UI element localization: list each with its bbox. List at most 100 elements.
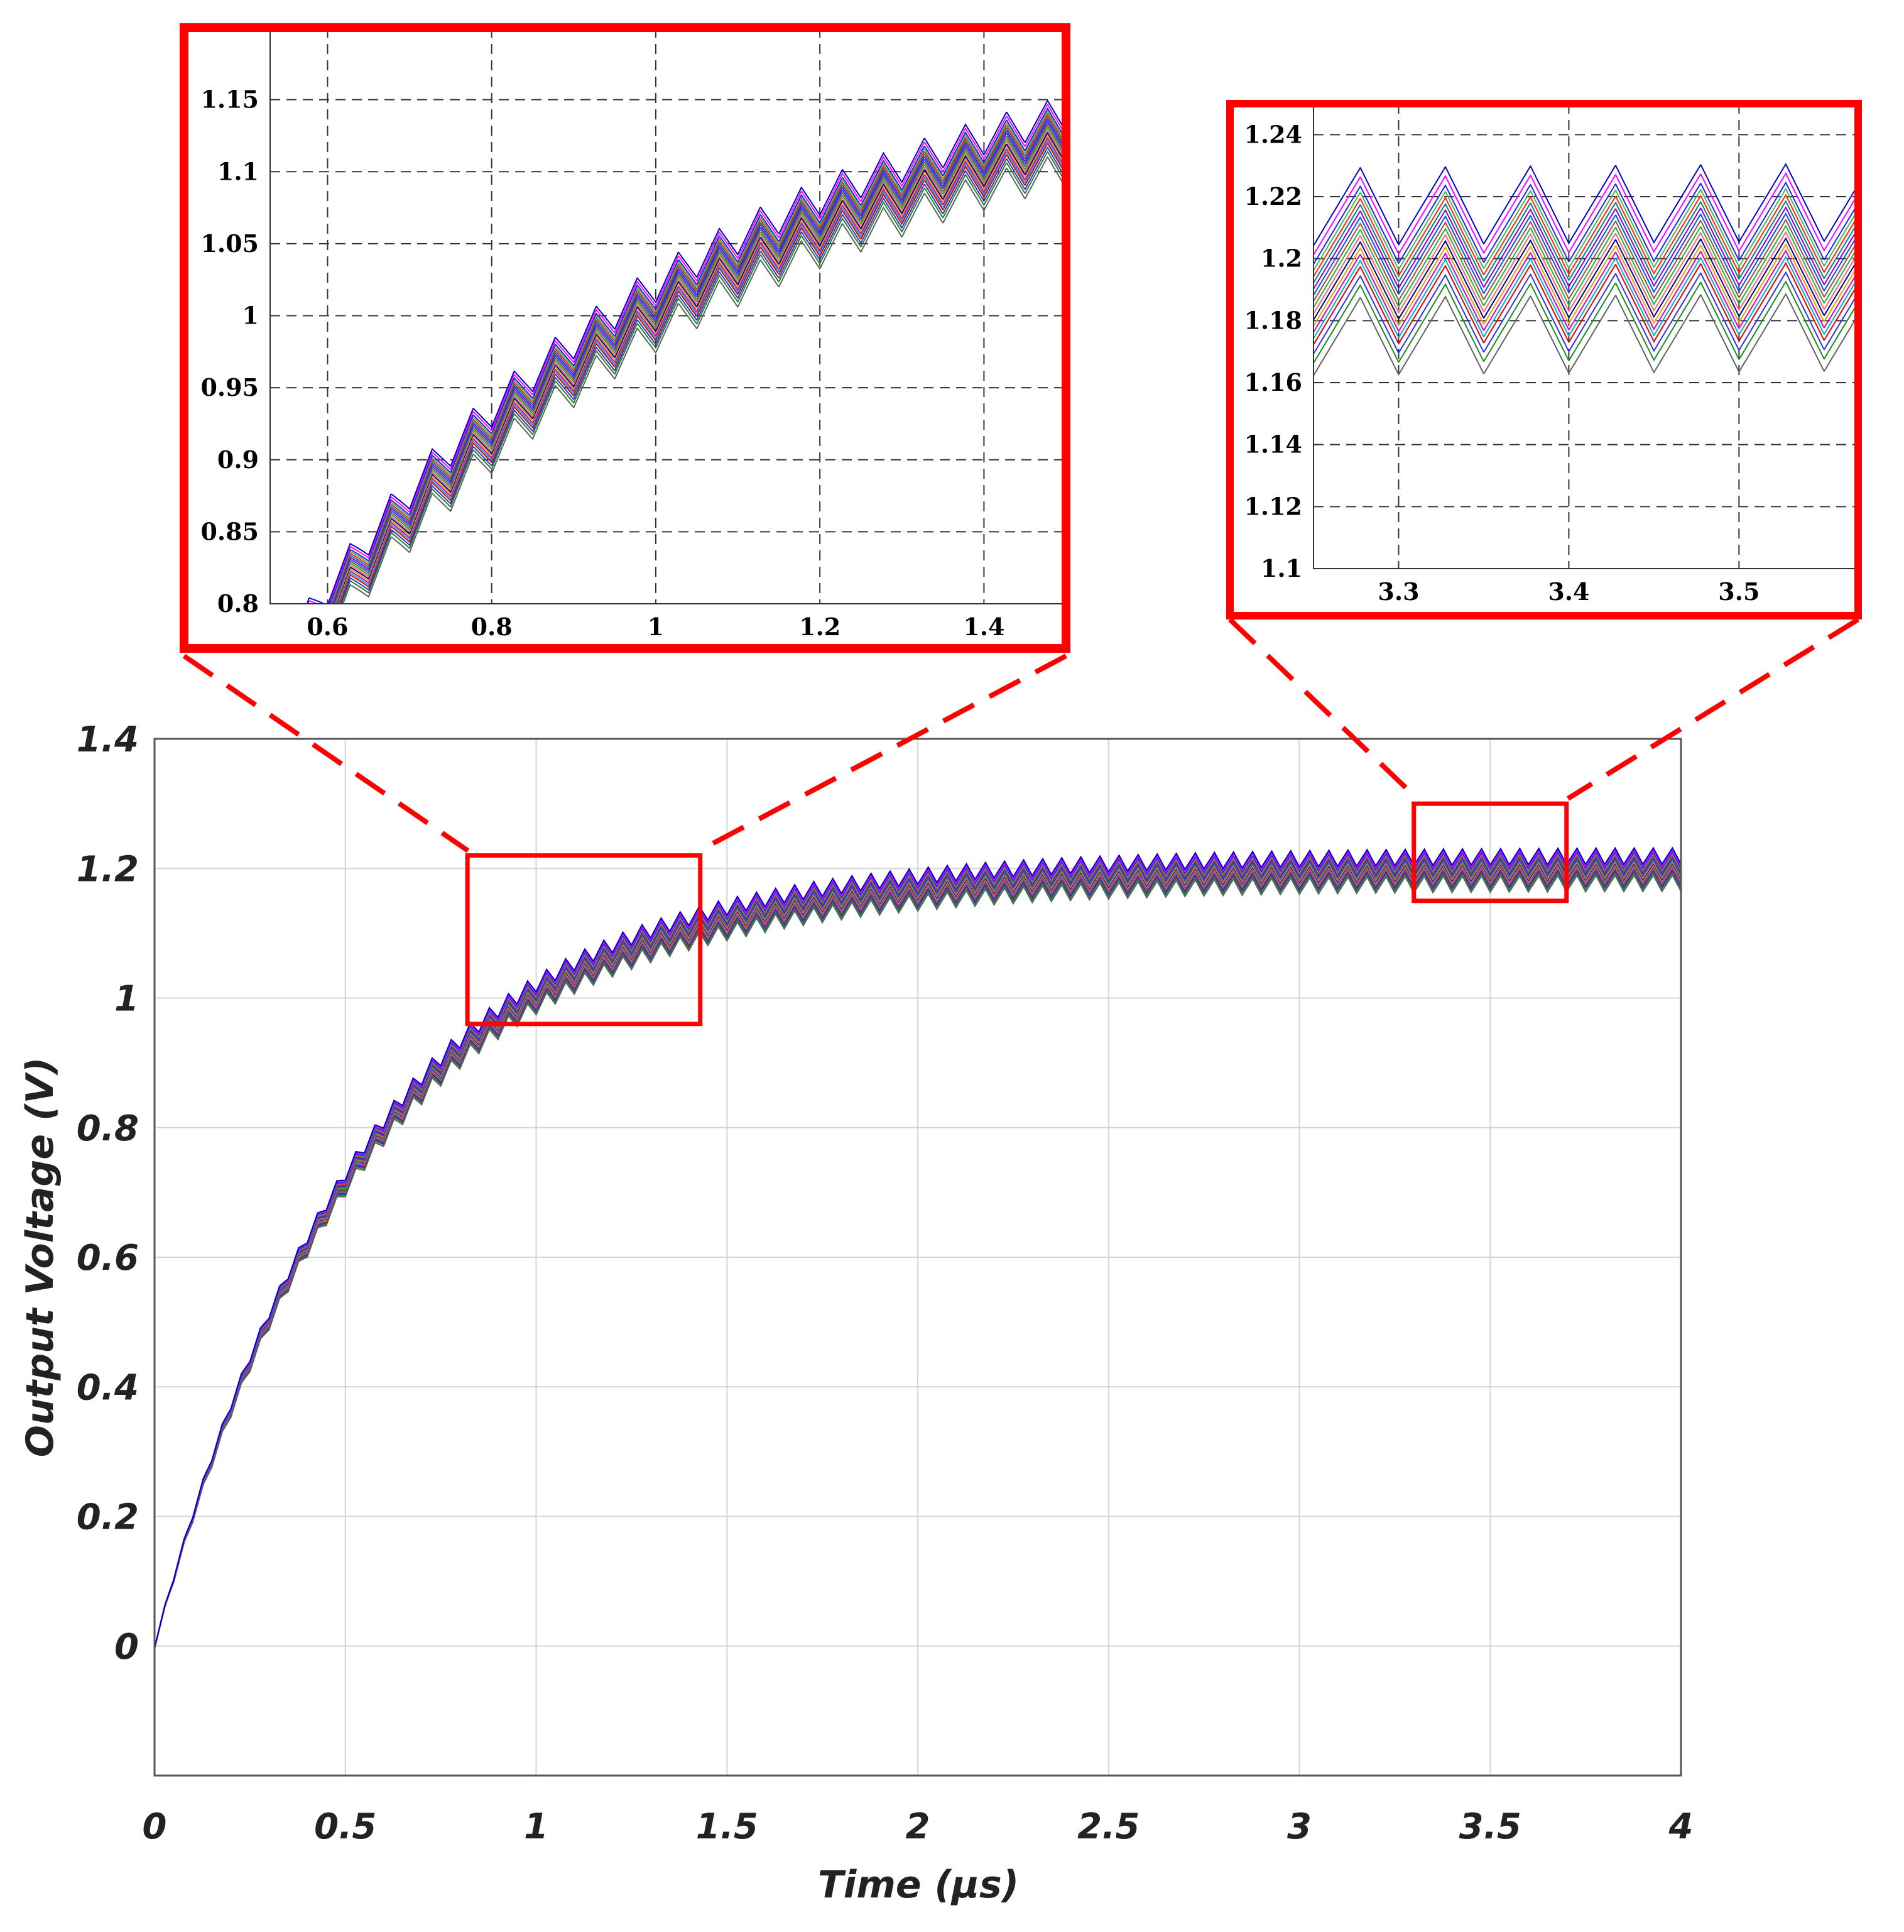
x-tick-label: 3.5 <box>1718 577 1760 606</box>
series-line-run-18 <box>307 103 1066 604</box>
y-tick-label: 1.16 <box>1244 368 1302 396</box>
inset-left-y-tick-labels: 0.8 0.85 0.9 0.95 1 1.05 1.1 1.15 <box>200 85 259 618</box>
x-tick-label: 1 <box>524 1806 548 1847</box>
series-line-run-8 <box>1314 237 1858 320</box>
connector-right-a <box>1228 618 1419 800</box>
x-axis-label: Time (μs) <box>818 1863 1019 1907</box>
y-tick-label: 0.4 <box>77 1367 139 1408</box>
series-line-run-12 <box>333 121 1066 604</box>
series-line-run-19 <box>306 99 1066 604</box>
series-line-run-9 <box>1314 231 1858 314</box>
inset-right-y-tick-labels: 1.1 1.12 1.14 1.16 1.18 1.2 1.22 1.24 <box>1244 120 1302 582</box>
x-tick-label: 0 <box>143 1806 167 1847</box>
y-tick-label: 1.15 <box>200 85 259 114</box>
main-chart: 0 0.5 1 1.5 2 2.5 3 3.5 4 0 0.2 0.4 0.6 0.8 1 1.2 1.4 T… <box>18 719 1693 1907</box>
y-tick-label: 1.18 <box>1244 306 1302 334</box>
series-line-run-5 <box>338 139 1066 604</box>
series-line-run-6 <box>337 137 1066 604</box>
series-line-run-15 <box>1314 194 1858 277</box>
main-series <box>155 846 1681 1649</box>
series-line-run-7 <box>336 134 1066 604</box>
series-line-run-9 <box>335 129 1066 604</box>
series-line-run-15 <box>330 112 1066 604</box>
inset-right-x-tick-labels: 3.3 3.4 3.5 <box>1378 577 1760 606</box>
x-tick-label: 0.8 <box>471 613 513 641</box>
x-tick-label: 1.2 <box>799 613 840 641</box>
inset-left-series <box>306 99 1066 604</box>
y-tick-label: 1.2 <box>1261 244 1302 273</box>
series-line-run-3 <box>1314 271 1858 354</box>
inset-left: 0.6 0.8 1 1.2 1.4 0.8 0.85 0.9 0.95 1 1.05 1.1 1.15 <box>180 23 1070 653</box>
y-tick-label: 1 <box>242 302 259 330</box>
x-tick-label: 1.5 <box>696 1806 758 1847</box>
series-line-run-4 <box>339 142 1066 604</box>
x-tick-label: 4 <box>1668 1806 1694 1847</box>
x-tick-label: 0.5 <box>314 1806 376 1847</box>
y-tick-label: 1.12 <box>1244 492 1302 520</box>
y-tick-label: 0.8 <box>217 589 259 618</box>
main-plot-frame <box>153 738 1682 1777</box>
y-tick-label: 1.1 <box>217 157 259 185</box>
y-tick-label: 1.1 <box>1261 554 1302 582</box>
series-line-run-13 <box>332 118 1066 604</box>
x-tick-label: 3.5 <box>1459 1806 1521 1847</box>
connector-left-a <box>182 653 470 853</box>
y-tick-label: 0.85 <box>200 517 259 545</box>
series-line-run-8 <box>335 131 1066 604</box>
series-line-run-10 <box>1314 224 1858 308</box>
x-tick-label: 3.4 <box>1548 577 1589 606</box>
series-line-run-17 <box>1314 181 1858 265</box>
zoom-box-left <box>465 853 703 1027</box>
inset-right: 3.3 3.4 3.5 1.1 1.12 1.14 1.16 1.18 1.2 1.22 1.24 <box>1226 100 1862 619</box>
series-line-run-16 <box>1314 187 1858 271</box>
inset-right-series <box>1314 163 1858 376</box>
y-tick-label: 1.14 <box>1244 430 1302 459</box>
main-y-tick-labels: 0 0.2 0.4 0.6 0.8 1 1.2 1.4 <box>77 719 139 1667</box>
y-tick-label: 0.6 <box>77 1238 139 1279</box>
series-line-run-5 <box>1314 255 1858 339</box>
x-tick-label: 3 <box>1287 1806 1312 1847</box>
main-x-tick-labels: 0 0.5 1 1.5 2 2.5 3 3.5 4 <box>143 1806 1694 1847</box>
series-line-run-18 <box>1314 172 1858 256</box>
x-tick-label: 0.6 <box>307 613 348 641</box>
series-line-run-17 <box>308 107 1066 604</box>
y-tick-label: 0 <box>114 1627 139 1667</box>
series-line-run-19 <box>1314 163 1858 246</box>
y-axis-label: Output Voltage (V) <box>18 1057 62 1457</box>
series-line-run-3 <box>340 146 1066 604</box>
y-tick-label: 0.95 <box>200 373 259 401</box>
series-line-run-7 <box>1314 243 1858 327</box>
series-line-run-1 <box>342 155 1066 604</box>
series-line-run-12 <box>1314 212 1858 296</box>
x-tick-label: 2.5 <box>1077 1806 1140 1847</box>
y-tick-label: 1.4 <box>77 719 139 760</box>
y-tick-label: 0.9 <box>217 445 259 474</box>
connector-right-b <box>1566 617 1860 801</box>
inset-right-background <box>1230 104 1858 616</box>
x-tick-label: 1.4 <box>963 613 1004 641</box>
connector-left-b <box>698 653 1067 853</box>
y-tick-label: 1.05 <box>200 229 259 258</box>
series-line-run-14 <box>332 115 1066 604</box>
y-tick-label: 1.22 <box>1244 182 1302 210</box>
series-line-run-11 <box>1314 218 1858 302</box>
series-line-run-16 <box>330 110 1066 604</box>
inset-left-border <box>180 23 1070 653</box>
series-line-run-10 <box>334 126 1066 604</box>
series-line-run-1 <box>1314 293 1858 376</box>
y-tick-label: 1.2 <box>77 849 139 890</box>
series-line-run-19 <box>155 846 1681 1649</box>
x-tick-label: 3.3 <box>1378 577 1419 606</box>
x-tick-label: 1 <box>648 613 664 641</box>
inset-left-x-tick-labels: 0.6 0.8 1 1.2 1.4 <box>307 613 1004 641</box>
series-line-run-11 <box>334 123 1066 604</box>
y-tick-label: 0.2 <box>77 1497 139 1538</box>
y-tick-label: 0.8 <box>77 1108 139 1149</box>
series-line-run-13 <box>1314 206 1858 290</box>
series-line-run-6 <box>1314 249 1858 333</box>
zoom-box-right <box>1412 801 1569 903</box>
zoom-connectors <box>182 617 1860 853</box>
series-line-run-4 <box>1314 261 1858 345</box>
series-line-run-14 <box>1314 200 1858 283</box>
